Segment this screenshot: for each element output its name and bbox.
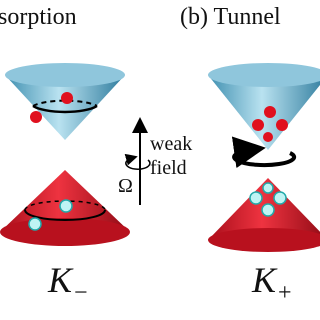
rotation-arrow: [124, 153, 151, 170]
valley-subscript: +: [278, 280, 292, 306]
heading: sorption: [0, 4, 77, 30]
cone-top: [208, 63, 320, 87]
left-panel: weak field Ω K −: [0, 63, 192, 306]
field-word: weak: [150, 133, 192, 155]
electron: [30, 111, 42, 123]
heading: (b) Tunnel: [180, 4, 281, 30]
field-word: field: [150, 157, 187, 179]
cone-base: [0, 218, 130, 246]
rotation-arrow: [231, 136, 297, 169]
electron: [264, 106, 276, 118]
cone-base: [208, 228, 320, 252]
cone-top: [5, 63, 125, 87]
hole: [249, 191, 263, 205]
electron: [61, 92, 73, 104]
conduction-cone: [208, 75, 320, 150]
electron: [263, 132, 273, 142]
hole: [273, 191, 287, 205]
rotation-symbol: Ω: [118, 175, 133, 197]
electron: [252, 119, 264, 131]
hole: [59, 199, 73, 213]
valley-subscript: −: [74, 280, 88, 306]
electron: [276, 119, 288, 131]
hole: [28, 217, 42, 231]
right-panel: K +: [208, 63, 320, 306]
conduction-cone: [5, 75, 125, 140]
valley-symbol: K: [47, 260, 74, 300]
valley-symbol: K: [251, 260, 278, 300]
orbit-front: [32, 104, 98, 114]
orbit-front: [24, 209, 106, 221]
hole: [262, 182, 274, 194]
hole: [261, 203, 275, 217]
